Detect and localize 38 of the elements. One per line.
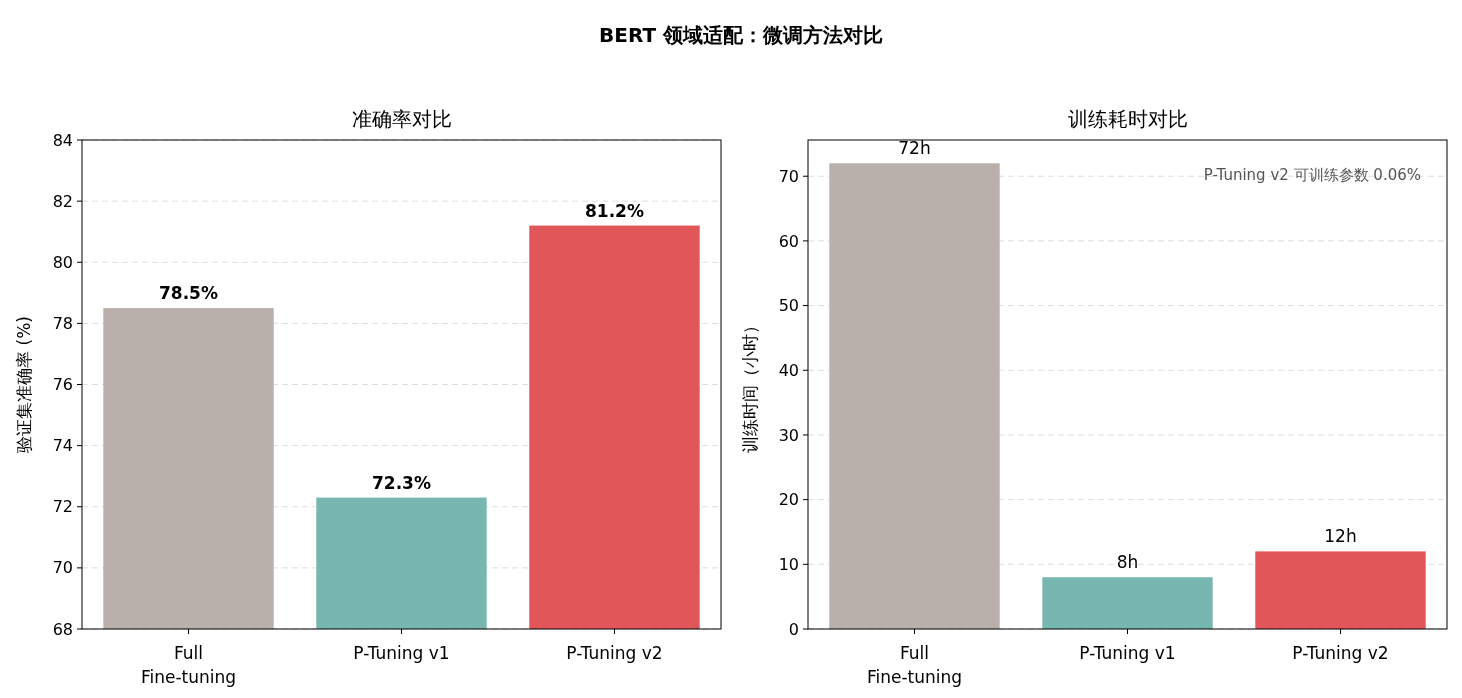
data-label: 78.5% [159,283,218,304]
data-label: 8h [1116,552,1139,573]
y-tick-label: 0 [788,619,799,639]
x-tick-label: Full Fine-tuning [140,643,237,687]
y-tick-label: 20 [778,490,799,510]
x-tick-label: Full Fine-tuning [866,643,963,687]
data-label: 12h [1324,526,1357,547]
y-tick-label: 78 [52,313,73,333]
chart-title: 准确率对比 [351,107,452,131]
y-tick-label: 60 [778,231,799,251]
data-label: 72.3% [372,472,431,493]
y-tick-label: 72 [52,497,73,517]
x-tick-label: P-Tuning v1 [1079,643,1176,663]
y-tick-label: 40 [778,360,799,380]
y-tick-label: 30 [778,425,799,445]
bar [1255,551,1426,629]
annotation: P-Tuning v2 可训练参数 0.06% [1203,166,1421,184]
y-tick-label: 76 [52,375,73,395]
bar [1042,577,1213,629]
x-tick-label: P-Tuning v2 [566,643,663,663]
text: BERT 领域适配：微调方法对比 [598,23,884,47]
x-tick-label: P-Tuning v2 [1292,643,1389,663]
y-axis-title: 验证集准确率 (%) [14,316,34,453]
data-label: 81.2% [585,200,644,221]
y-tick-label: 84 [52,130,73,150]
y-tick-label: 74 [52,436,73,456]
y-tick-label: 10 [778,554,799,574]
x-tick-label: P-Tuning v1 [353,643,450,663]
y-tick-label: 70 [778,166,799,186]
bar [829,163,1000,629]
y-tick-label: 68 [52,619,73,639]
y-tick-label: 50 [778,296,799,316]
y-axis-title: 训练时间（小时） [740,316,760,453]
y-tick-label: 70 [52,558,73,578]
chart-title: 训练耗时对比 [1067,107,1188,131]
y-tick-label: 80 [52,252,73,272]
y-tick-label: 82 [52,191,73,211]
data-label: 72h [898,138,931,159]
